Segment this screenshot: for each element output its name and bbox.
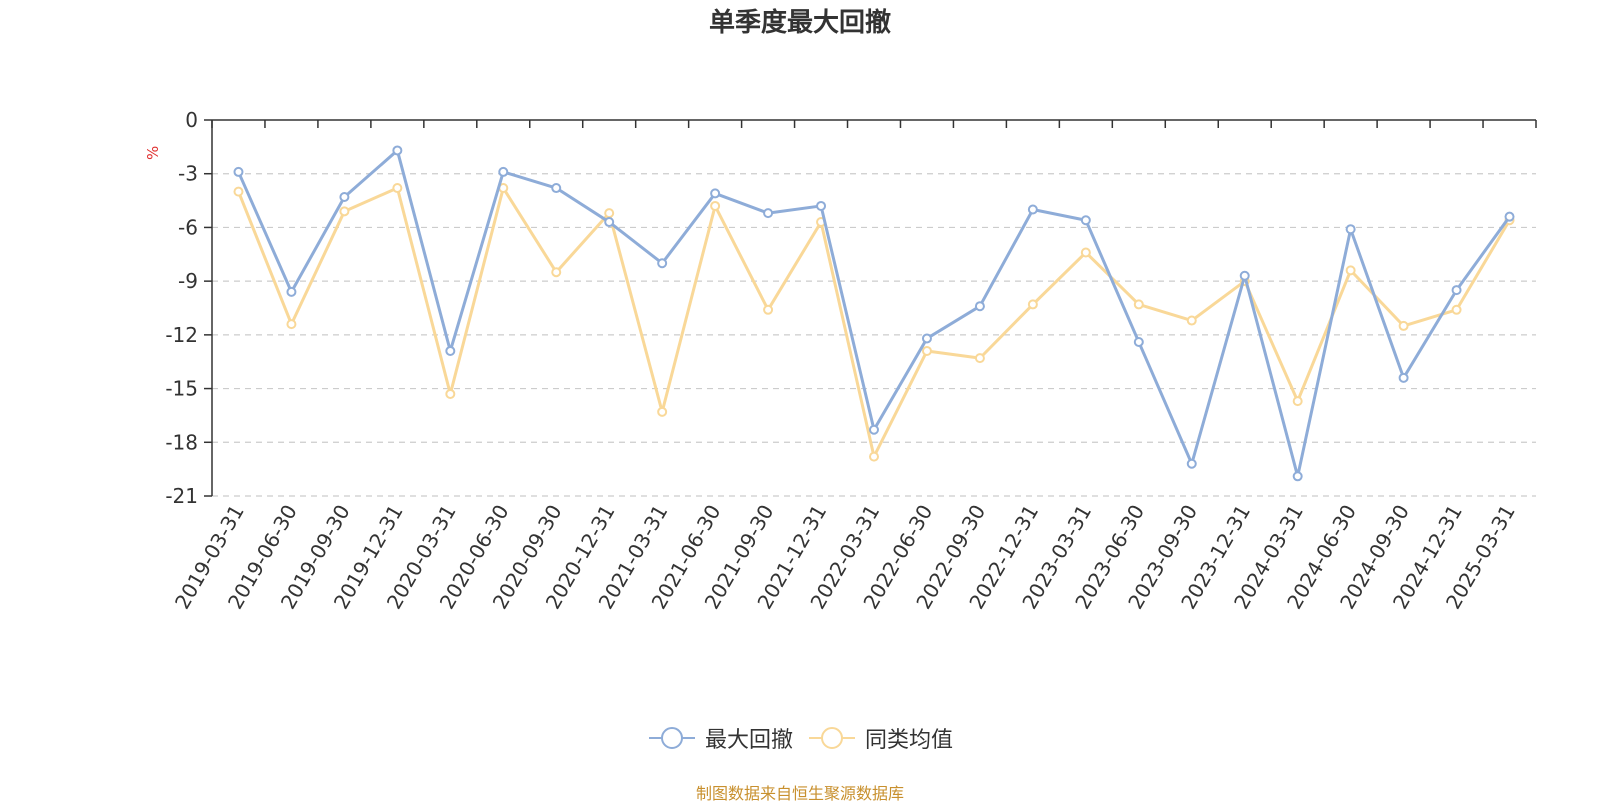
data-point bbox=[657, 406, 668, 417]
data-point bbox=[286, 286, 297, 297]
data-point bbox=[286, 319, 297, 330]
data-point bbox=[869, 451, 879, 462]
legend-label-peer-average: 同类均值 bbox=[865, 728, 954, 753]
data-point bbox=[392, 183, 403, 194]
data-point bbox=[1027, 204, 1038, 215]
data-point bbox=[339, 191, 350, 202]
data-point bbox=[1080, 247, 1091, 258]
data-point bbox=[551, 267, 562, 278]
data-point bbox=[233, 186, 244, 197]
chart-title: 单季度最大回撤 bbox=[708, 8, 891, 38]
data-point bbox=[1292, 471, 1303, 482]
series-line bbox=[237, 186, 1511, 459]
y-tick-label: -12 bbox=[165, 323, 198, 347]
data-point bbox=[1345, 265, 1356, 276]
legend-item-max-drawdown[interactable]: 最大回撤 bbox=[647, 722, 793, 754]
data-point bbox=[763, 304, 774, 315]
data-point bbox=[1398, 320, 1409, 331]
y-tick-label: -15 bbox=[165, 377, 198, 401]
data-point bbox=[498, 166, 509, 177]
y-tick-label: -6 bbox=[178, 215, 198, 239]
chart-legend: 最大回撤 同类均值 bbox=[0, 722, 1600, 754]
y-tick-label: -18 bbox=[165, 430, 198, 454]
data-point bbox=[1186, 458, 1197, 469]
data-point bbox=[816, 200, 827, 211]
data-point bbox=[339, 206, 350, 217]
y-axis-label: % bbox=[144, 146, 162, 160]
data-point bbox=[445, 345, 456, 356]
data-point bbox=[445, 388, 456, 399]
y-tick-label: 0 bbox=[185, 108, 198, 132]
legend-item-peer-average[interactable]: 同类均值 bbox=[807, 722, 953, 754]
data-point bbox=[551, 183, 562, 194]
legend-label-max-drawdown: 最大回撤 bbox=[704, 728, 793, 753]
data-point bbox=[1133, 337, 1144, 348]
data-point bbox=[710, 188, 721, 199]
data-point bbox=[974, 301, 985, 312]
data-point bbox=[710, 200, 721, 211]
data-point bbox=[1345, 224, 1356, 235]
source-note: 制图数据来自恒生聚源数据库 bbox=[695, 784, 904, 803]
data-point bbox=[921, 345, 932, 356]
data-point bbox=[921, 333, 932, 344]
data-point bbox=[1027, 299, 1038, 310]
data-point bbox=[1239, 270, 1250, 281]
data-point bbox=[604, 217, 615, 228]
data-point bbox=[1186, 315, 1197, 326]
data-point bbox=[1080, 215, 1091, 226]
data-point bbox=[657, 258, 668, 269]
y-tick-label: -21 bbox=[165, 484, 198, 508]
data-point bbox=[974, 353, 985, 364]
y-tick-label: -9 bbox=[178, 269, 198, 293]
data-point bbox=[1504, 211, 1515, 222]
data-point bbox=[1292, 396, 1303, 407]
data-point bbox=[1451, 304, 1462, 315]
legend-swatch-max-drawdown bbox=[648, 727, 695, 749]
data-point bbox=[1133, 299, 1144, 310]
data-point bbox=[604, 208, 615, 219]
y-tick-label: -3 bbox=[178, 162, 198, 186]
legend-swatch-peer-average bbox=[809, 727, 855, 749]
data-point bbox=[1398, 372, 1409, 383]
data-point bbox=[392, 145, 403, 156]
data-point bbox=[763, 208, 774, 219]
data-point bbox=[1451, 285, 1462, 296]
data-point bbox=[869, 424, 879, 435]
data-point bbox=[233, 166, 244, 177]
